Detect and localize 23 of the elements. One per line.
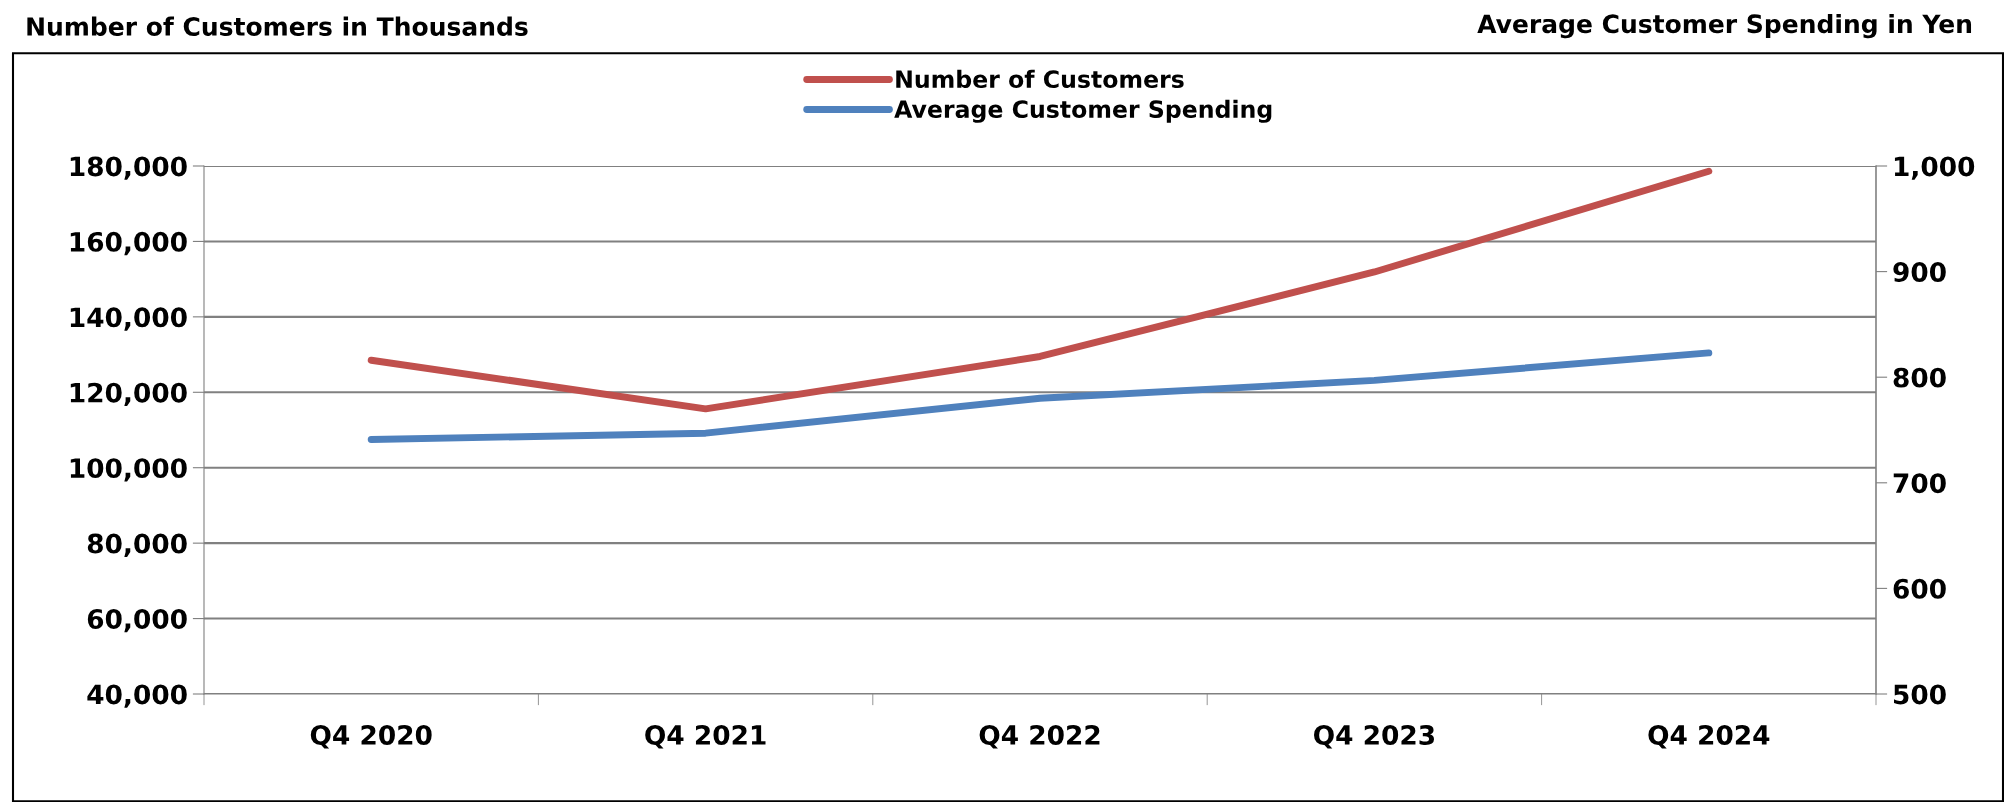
y-tick-label: 80,000 [87, 533, 187, 557]
y2-tick-label: 1,000 [1894, 156, 1975, 180]
y-tick-label: 180,000 [70, 156, 187, 180]
y-tick-label: 140,000 [70, 307, 187, 331]
y2-axis-title: Average Customer Spending in Yen [1477, 13, 1972, 39]
x-tick-label: Q4 2024 [1648, 725, 1770, 749]
y-axis-title: Number of Customers in Thousands [27, 16, 528, 36]
y-tick-label: 40,000 [87, 684, 187, 708]
y2-tick-label: 500 [1894, 684, 1946, 705]
y2-tick-label: 700 [1893, 473, 1946, 494]
x-tick-label: Q4 2023 [1314, 725, 1435, 749]
y2-tick-label: 800 [1893, 367, 1946, 388]
x-tick-label: Q4 2022 [979, 725, 1100, 749]
y2-tick-label: 900 [1893, 262, 1946, 282]
y-tick-label: 100,000 [70, 458, 187, 482]
x-tick-label: Q4 2021 [645, 725, 766, 749]
x-tick-label: Q4 2020 [310, 725, 432, 749]
legend-label: Number of Customers [896, 69, 1184, 89]
y-tick-label: 60,000 [87, 609, 187, 633]
y2-tick-label: 600 [1893, 578, 1946, 599]
y-tick-label: 160,000 [70, 231, 187, 256]
legend-label: Average Customer Spending [894, 99, 1272, 123]
y-tick-label: 120,000 [70, 382, 187, 407]
